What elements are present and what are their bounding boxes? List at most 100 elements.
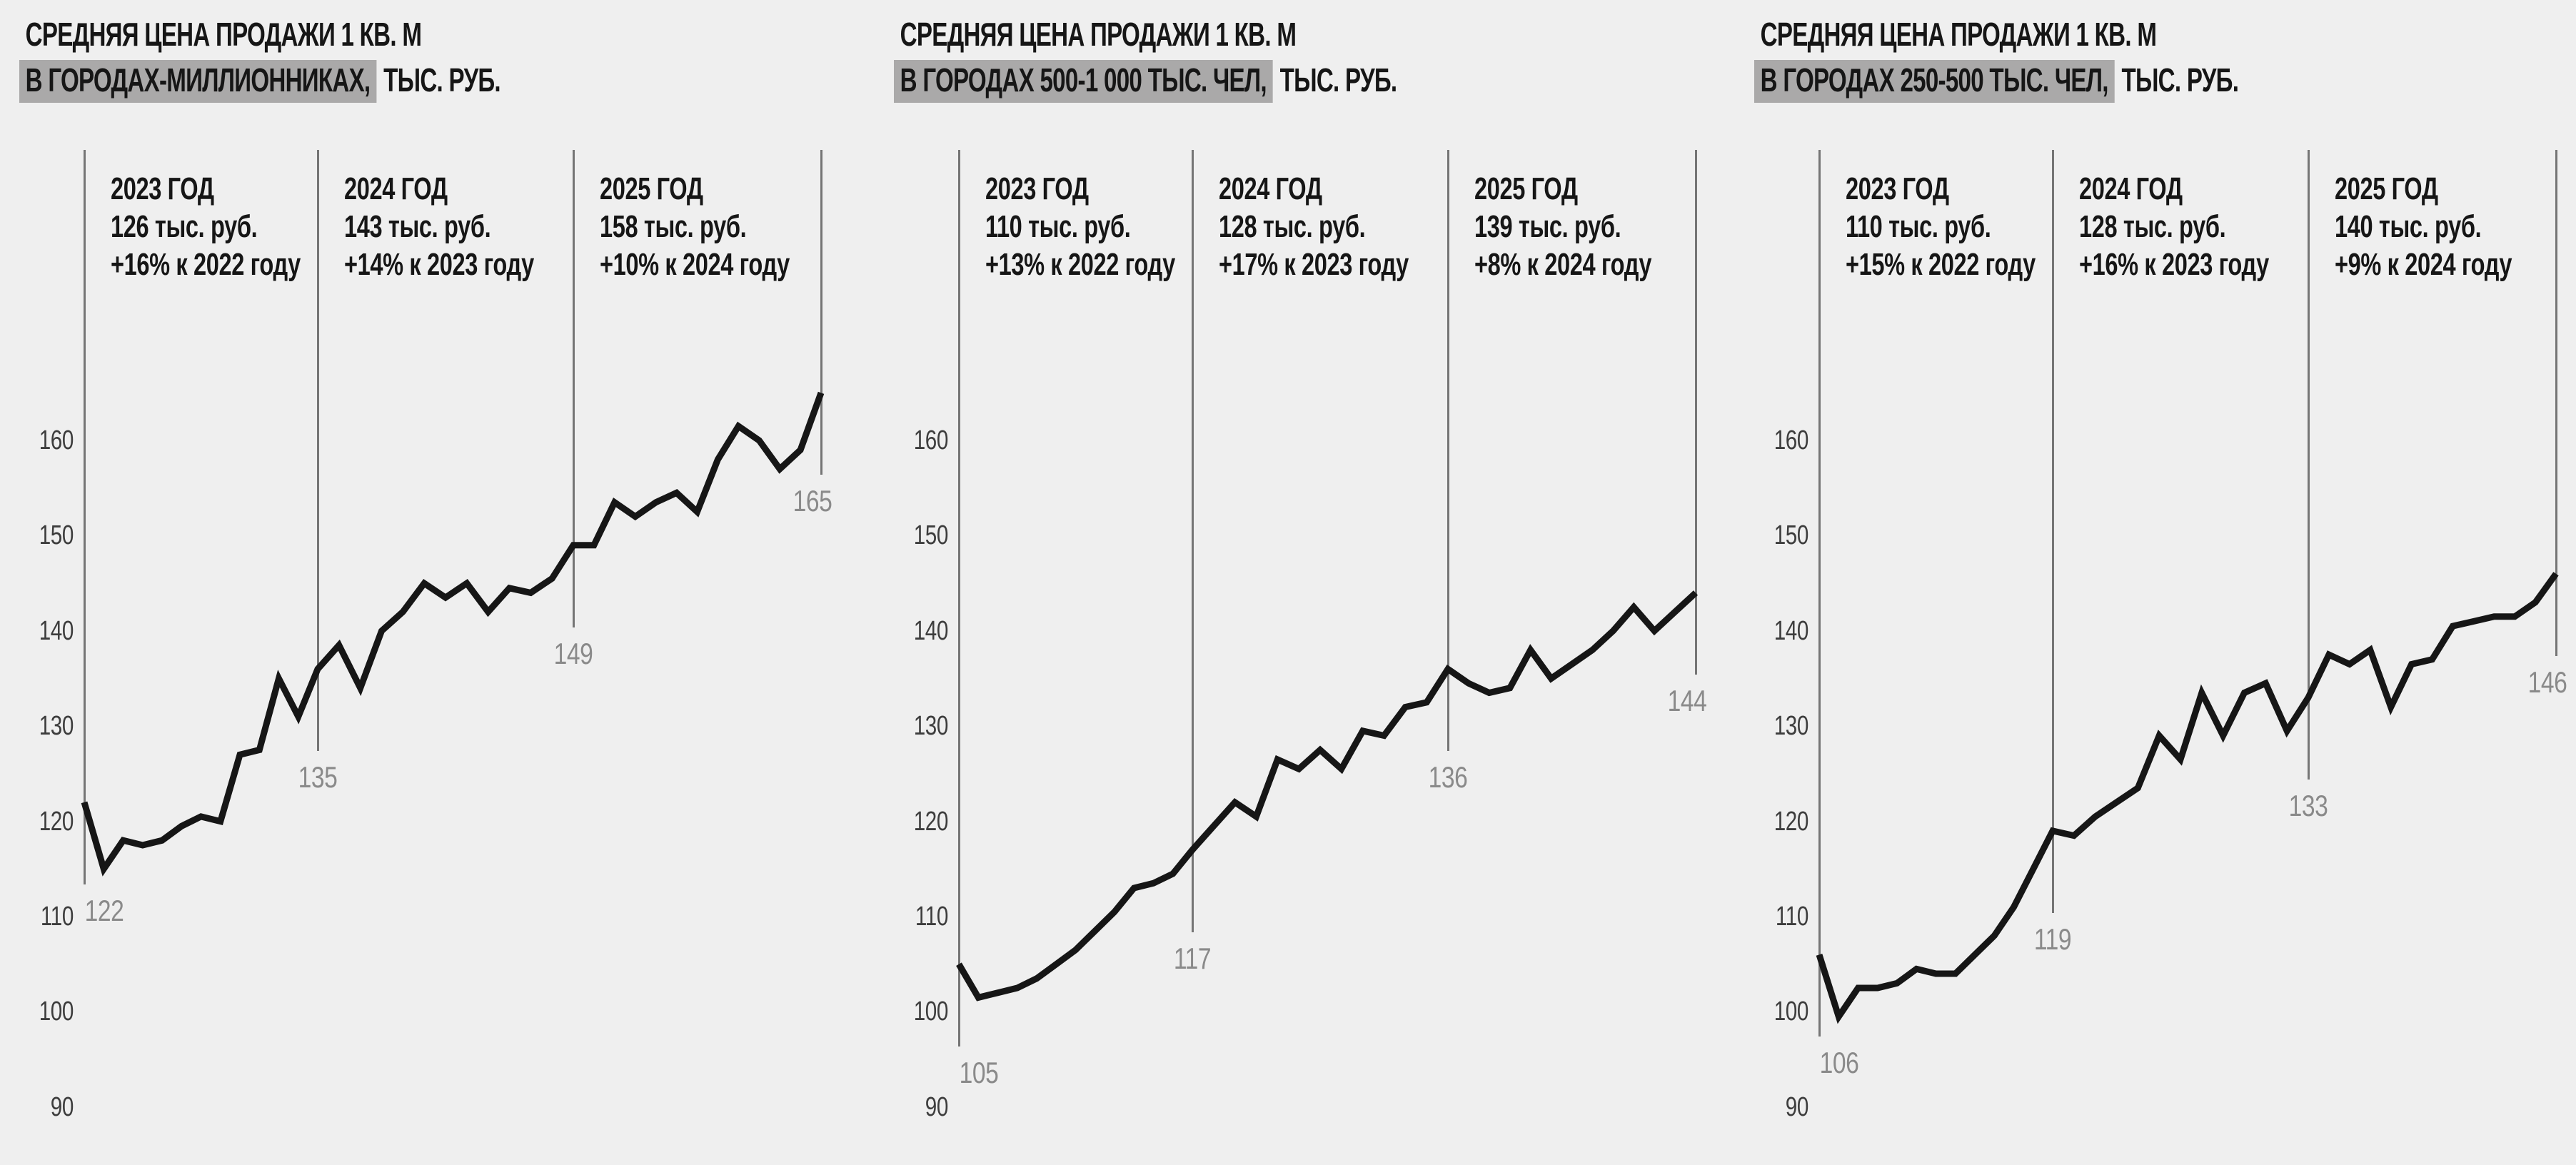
y-tick-label: 160 bbox=[1773, 425, 1809, 455]
year-divider-line bbox=[2308, 150, 2310, 780]
point-value-label: 135 bbox=[298, 760, 338, 795]
chart-title-highlight: В ГОРОДАХ 250-500 ТЫС. ЧЕЛ, bbox=[1754, 60, 2115, 103]
chart-title: СРЕДНЯЯ ЦЕНА ПРОДАЖИ 1 КВ. М В ГОРОДАХ 2… bbox=[1754, 16, 2239, 103]
y-tick-label: 140 bbox=[913, 615, 949, 646]
chart-title: СРЕДНЯЯ ЦЕНА ПРОДАЖИ 1 КВ. М В ГОРОДАХ-М… bbox=[19, 16, 501, 103]
y-tick-label: 100 bbox=[913, 997, 949, 1027]
annotation-change: +14% к 2023 году bbox=[344, 247, 534, 282]
y-tick-label: 150 bbox=[913, 520, 949, 551]
year-divider-line bbox=[1192, 150, 1194, 932]
year-divider-line bbox=[1447, 150, 1449, 752]
annotation-price: 140 тыс. руб. bbox=[2335, 209, 2482, 244]
price-line bbox=[1816, 572, 2559, 1024]
annotation-2024: 2024 ГОД 143 тыс. руб. +14% к 2023 году bbox=[344, 170, 534, 283]
y-tick-label: 140 bbox=[1773, 615, 1809, 646]
point-value-label: 122 bbox=[84, 893, 124, 927]
price-line-chart bbox=[81, 391, 825, 877]
annotation-year: 2024 ГОД bbox=[344, 171, 448, 206]
annotation-price: 158 тыс. руб. bbox=[600, 209, 747, 244]
annotation-change: +8% к 2024 году bbox=[1474, 247, 1652, 282]
year-divider-line bbox=[2052, 150, 2054, 913]
point-value-label: 119 bbox=[2033, 922, 2072, 956]
y-tick-label: 150 bbox=[1773, 520, 1809, 551]
y-tick-label: 120 bbox=[1773, 806, 1809, 837]
point-value-label: 105 bbox=[959, 1055, 999, 1089]
point-value-label: 117 bbox=[1173, 941, 1212, 975]
y-tick-label: 160 bbox=[913, 425, 949, 455]
y-tick-label: 120 bbox=[913, 806, 949, 837]
year-divider-line bbox=[2555, 150, 2557, 656]
price-line bbox=[956, 590, 1699, 1002]
point-value-label: 133 bbox=[2288, 789, 2328, 823]
chart-title-line2: В ГОРОДАХ 500-1 000 ТЫС. ЧЕЛ, ТЫС. РУБ. bbox=[894, 60, 1397, 103]
y-tick-label: 110 bbox=[915, 902, 948, 932]
y-tick-label: 110 bbox=[40, 902, 74, 932]
y-tick-label: 90 bbox=[1785, 1091, 1809, 1122]
y-tick-label: 110 bbox=[1775, 902, 1808, 932]
y-tick-label: 100 bbox=[1773, 997, 1809, 1027]
annotation-change: +15% к 2022 году bbox=[1846, 247, 2036, 282]
point-value-label: 149 bbox=[553, 636, 593, 670]
annotation-year: 2025 ГОД bbox=[2335, 171, 2438, 206]
y-tick-label: 90 bbox=[50, 1091, 74, 1122]
y-tick-label: 160 bbox=[39, 425, 74, 455]
y-tick-label: 120 bbox=[39, 806, 74, 837]
chart-title: СРЕДНЯЯ ЦЕНА ПРОДАЖИ 1 КВ. М В ГОРОДАХ 5… bbox=[894, 16, 1397, 103]
y-tick-label: 130 bbox=[913, 711, 949, 742]
y-tick-label: 90 bbox=[925, 1091, 949, 1122]
y-tick-label: 100 bbox=[39, 997, 74, 1027]
chart-title-line1: СРЕДНЯЯ ЦЕНА ПРОДАЖИ 1 КВ. М bbox=[25, 16, 422, 53]
annotation-2025: 2025 ГОД 158 тыс. руб. +10% к 2024 году bbox=[600, 170, 790, 283]
annotation-price: 128 тыс. руб. bbox=[1219, 209, 1366, 244]
point-value-label: 136 bbox=[1428, 760, 1468, 795]
annotation-price: 110 тыс. руб. bbox=[985, 209, 1131, 244]
annotation-change: +13% к 2022 году bbox=[985, 247, 1175, 282]
annotation-price: 110 тыс. руб. bbox=[1846, 209, 1991, 244]
annotation-year: 2023 ГОД bbox=[985, 171, 1089, 206]
point-value-label: 144 bbox=[1667, 684, 1707, 718]
annotation-year: 2023 ГОД bbox=[111, 171, 214, 206]
year-divider-line bbox=[958, 150, 960, 1047]
annotation-year: 2025 ГОД bbox=[1474, 171, 1578, 206]
chart-title-highlight: В ГОРОДАХ-МИЛЛИОННИКАХ, bbox=[19, 60, 377, 103]
price-line bbox=[81, 391, 825, 877]
chart-title-line2: В ГОРОДАХ-МИЛЛИОННИКАХ, ТЫС. РУБ. bbox=[19, 60, 501, 103]
annotation-2024: 2024 ГОД 128 тыс. руб. +16% к 2023 году bbox=[2079, 170, 2269, 283]
y-tick-label: 130 bbox=[1773, 711, 1809, 742]
annotation-2025: 2025 ГОД 139 тыс. руб. +8% к 2024 году bbox=[1474, 170, 1652, 283]
chart-title-unit: ТЫС. РУБ. bbox=[383, 61, 500, 99]
annotation-price: 143 тыс. руб. bbox=[344, 209, 491, 244]
annotation-change: +16% к 2022 году bbox=[111, 247, 301, 282]
chart-panel-cities-250-500k: СРЕДНЯЯ ЦЕНА ПРОДАЖИ 1 КВ. М В ГОРОДАХ 2… bbox=[1753, 0, 2570, 1165]
chart-title-line1: СРЕДНЯЯ ЦЕНА ПРОДАЖИ 1 КВ. М bbox=[1760, 16, 2157, 53]
year-divider-line bbox=[573, 150, 575, 627]
chart-title-highlight: В ГОРОДАХ 500-1 000 ТЫС. ЧЕЛ, bbox=[894, 60, 1273, 103]
chart-panel-cities-500-1000k: СРЕДНЯЯ ЦЕНА ПРОДАЖИ 1 КВ. М В ГОРОДАХ 5… bbox=[892, 0, 1710, 1165]
chart-panel-million-cities: СРЕДНЯЯ ЦЕНА ПРОДАЖИ 1 КВ. М В ГОРОДАХ-М… bbox=[18, 0, 835, 1165]
year-divider-line bbox=[1818, 150, 1821, 1037]
year-divider-line bbox=[84, 150, 86, 884]
point-value-label: 106 bbox=[1819, 1046, 1859, 1080]
annotation-price: 126 тыс. руб. bbox=[111, 209, 258, 244]
annotation-year: 2025 ГОД bbox=[600, 171, 703, 206]
y-tick-label: 140 bbox=[39, 615, 74, 646]
annotation-2023: 2023 ГОД 110 тыс. руб. +13% к 2022 году bbox=[985, 170, 1175, 283]
annotation-2023: 2023 ГОД 126 тыс. руб. +16% к 2022 году bbox=[111, 170, 301, 283]
point-value-label: 165 bbox=[793, 484, 832, 518]
y-tick-label: 150 bbox=[39, 520, 74, 551]
annotation-2025: 2025 ГОД 140 тыс. руб. +9% к 2024 году bbox=[2335, 170, 2512, 283]
annotation-price: 128 тыс. руб. bbox=[2079, 209, 2226, 244]
annotation-2023: 2023 ГОД 110 тыс. руб. +15% к 2022 году bbox=[1846, 170, 2036, 283]
chart-title-line1: СРЕДНЯЯ ЦЕНА ПРОДАЖИ 1 КВ. М bbox=[900, 16, 1297, 53]
chart-title-unit: ТЫС. РУБ. bbox=[2121, 61, 2239, 99]
annotation-change: +17% к 2023 году bbox=[1219, 247, 1409, 282]
annotation-change: +9% к 2024 году bbox=[2335, 247, 2512, 282]
annotation-year: 2024 ГОД bbox=[1219, 171, 1322, 206]
year-divider-line bbox=[820, 150, 822, 475]
annotation-year: 2023 ГОД bbox=[1846, 171, 1949, 206]
annotation-change: +16% к 2023 году bbox=[2079, 247, 2269, 282]
annotation-year: 2024 ГОД bbox=[2079, 171, 2183, 206]
price-line-chart bbox=[956, 590, 1699, 1002]
point-value-label: 146 bbox=[2527, 665, 2567, 699]
